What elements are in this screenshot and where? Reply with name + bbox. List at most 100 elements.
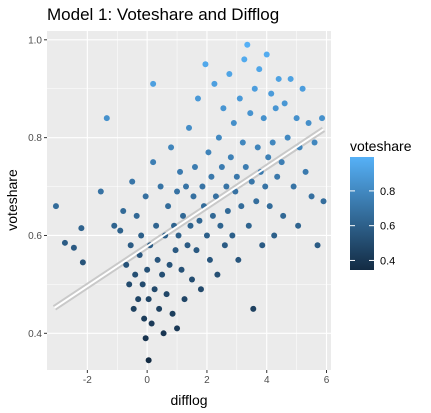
data-point [123,261,130,268]
data-point [256,66,263,73]
data-point [165,203,172,210]
data-point [254,144,261,151]
data-point [191,163,198,170]
data-point [223,183,230,190]
data-point [242,163,249,170]
data-point [145,296,152,303]
y-axis-title: voteshare [4,169,20,231]
data-point [248,178,255,185]
chart-title: Model 1: Voteshare and Difflog [47,5,279,24]
data-point [302,168,309,175]
data-point [245,222,252,229]
data-point [236,95,243,102]
y-tick-label: 0.6 [28,231,42,242]
data-point [190,193,197,200]
x-tick-label: 0 [144,375,150,386]
data-point [129,178,136,185]
data-point [132,271,139,278]
data-point [280,212,287,219]
data-point [251,85,258,92]
data-point [253,198,260,205]
data-point [202,61,209,68]
x-axis-title: difflog [170,392,207,408]
data-point [221,242,228,249]
data-point [135,296,142,303]
data-point [263,51,270,58]
data-point [205,149,212,156]
data-point [144,266,151,273]
data-point [79,259,86,266]
data-point [193,247,200,254]
y-tick-label: 0.4 [28,329,42,340]
data-point [226,71,233,78]
data-point [293,115,300,122]
data-point [199,183,206,190]
data-point [196,217,203,224]
data-point [78,225,85,232]
data-point [145,357,152,364]
data-point [320,198,327,205]
data-point [272,105,279,112]
data-point [262,183,269,190]
data-point [224,208,231,215]
data-point [70,244,77,251]
data-point [211,80,218,87]
points-layer [52,41,327,364]
data-point [271,232,278,239]
data-point [150,80,157,87]
data-point [153,222,160,229]
x-tick-label: -2 [83,375,92,386]
data-point [181,296,188,303]
data-point [97,188,104,195]
data-point [227,154,234,161]
data-point [142,193,149,200]
data-point [311,139,318,146]
data-point [295,222,302,229]
colorbar-tick-label: 0.8 [380,186,395,198]
data-point [148,320,155,327]
data-point [174,325,181,332]
data-point [299,85,306,92]
data-point [233,173,240,180]
data-point [208,173,215,180]
data-point [168,144,175,151]
data-point [265,154,272,161]
data-point [159,271,166,278]
data-point [284,134,291,141]
data-point [239,139,246,146]
data-point [157,183,164,190]
plot-panel [47,31,331,370]
data-point [154,256,161,263]
x-tick-label: 4 [264,375,270,386]
data-point [287,75,294,82]
data-point [142,335,149,342]
data-point [130,305,137,312]
colorbar-ticks: 0.4 0.6 0.8 [350,186,395,267]
colorbar [350,157,374,270]
data-point [268,90,275,97]
data-point [127,242,134,249]
data-point [212,193,219,200]
data-point [220,105,227,112]
data-point [169,310,176,317]
x-tick-label: 2 [204,375,210,386]
data-point [266,203,273,210]
data-point [52,203,59,210]
data-point [133,212,140,219]
data-point [117,227,124,234]
legend-title: voteshare [350,138,412,154]
data-point [178,266,185,273]
colorbar-tick-label: 0.6 [380,221,395,233]
data-point [209,212,216,219]
data-point [305,119,312,126]
data-point [174,188,181,195]
data-point [206,256,213,263]
axis-ticks: -2 0 2 4 6 0.4 0.6 0.8 1.0 [28,35,330,386]
data-point [151,286,158,293]
data-point [314,242,321,249]
data-point [238,203,245,210]
y-tick-label: 1.0 [28,35,42,46]
data-point [274,173,281,180]
data-point [275,75,282,82]
